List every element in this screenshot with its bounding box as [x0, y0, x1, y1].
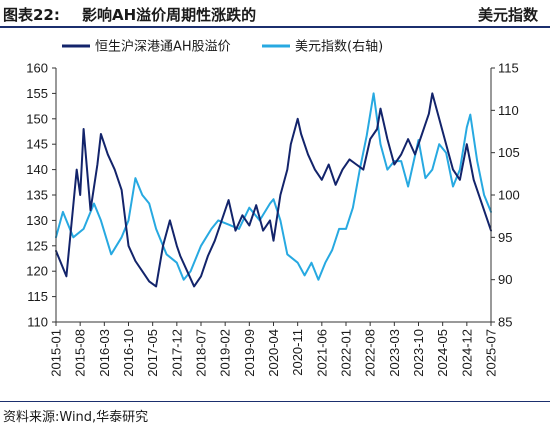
source-note: 资料来源:Wind,华泰研究 [3, 410, 149, 425]
y-right-tick-label: 105 [498, 145, 520, 160]
x-tick-label: 2024-12 [459, 329, 474, 377]
x-tick-label: 2019-09 [242, 329, 257, 377]
chart-legend: 恒生沪深港通AH股溢价 美元指数(右轴) [62, 39, 383, 55]
x-tick-label: 2015-01 [49, 329, 64, 377]
figure-label: 图表22: [3, 6, 60, 24]
x-tick-label: 2023-03 [387, 329, 402, 377]
plot-series [55, 92, 492, 288]
x-tick-label: 2024-05 [435, 329, 450, 377]
y-left-tick-label: 150 [26, 111, 48, 126]
y-left-tick-label: 120 [26, 264, 48, 279]
legend-label-1: 美元指数(右轴) [295, 40, 383, 55]
series-line-1 [55, 92, 492, 281]
x-tick-label: 2017-12 [169, 329, 184, 377]
figure-title: 影响AH溢价周期性涨跌的 [82, 6, 257, 24]
y-left-tick-label: 130 [26, 213, 48, 228]
x-tick-label: 2020-11 [290, 329, 305, 376]
y-left-tick-label: 145 [26, 137, 48, 152]
figure-header: 图表22: 影响AH溢价周期性涨跌的 美元指数 [0, 0, 550, 28]
x-tick-label: 2018-07 [194, 329, 209, 377]
footer-rule [0, 401, 550, 402]
chart-axes: 110 115 120 125 130 135 140 145 150 155 160 85 90 95 1… [26, 61, 519, 377]
y-left-tick-label: 135 [26, 188, 48, 203]
y-right-tick-label: 95 [498, 230, 512, 245]
x-tick-label: 2016-10 [121, 329, 136, 377]
y-right-tick-label: 110 [498, 103, 519, 118]
y-right-tick-label: 85 [498, 315, 512, 330]
x-tick-label: 2019-02 [218, 329, 233, 377]
legend-label-0: 恒生沪深港通AH股溢价 [95, 39, 231, 55]
y-left-tick-label: 155 [26, 86, 48, 101]
x-tick-label: 2022-08 [363, 329, 378, 377]
y-left-tick-label: 160 [26, 61, 48, 76]
header-rule [0, 26, 550, 28]
series-line-0 [55, 92, 492, 288]
line-chart: 恒生沪深港通AH股溢价 美元指数(右轴) 110 115 120 125 130 135 14… [26, 39, 519, 377]
x-tick-label: 2025-07 [484, 329, 499, 377]
y-right-tick-label: 115 [498, 61, 519, 76]
x-tick-label: 2015-08 [73, 329, 88, 377]
x-tick-label: 2016-03 [97, 329, 112, 377]
y-left-tick-label: 140 [26, 162, 48, 177]
x-tick-label: 2017-05 [145, 329, 160, 377]
figure-unit-label: 美元指数 [477, 6, 538, 24]
y-right-tick-label: 100 [498, 188, 520, 203]
y-left-tick-label: 110 [27, 315, 48, 330]
y-left-tick-label: 125 [26, 238, 48, 253]
x-tick-label: 2022-01 [339, 329, 354, 377]
x-tick-label: 2021-06 [314, 329, 329, 377]
y-right-tick-label: 90 [498, 272, 512, 287]
x-tick-label: 2023-10 [411, 329, 426, 377]
y-left-tick-label: 115 [27, 289, 48, 304]
x-tick-label: 2020-04 [266, 329, 281, 377]
